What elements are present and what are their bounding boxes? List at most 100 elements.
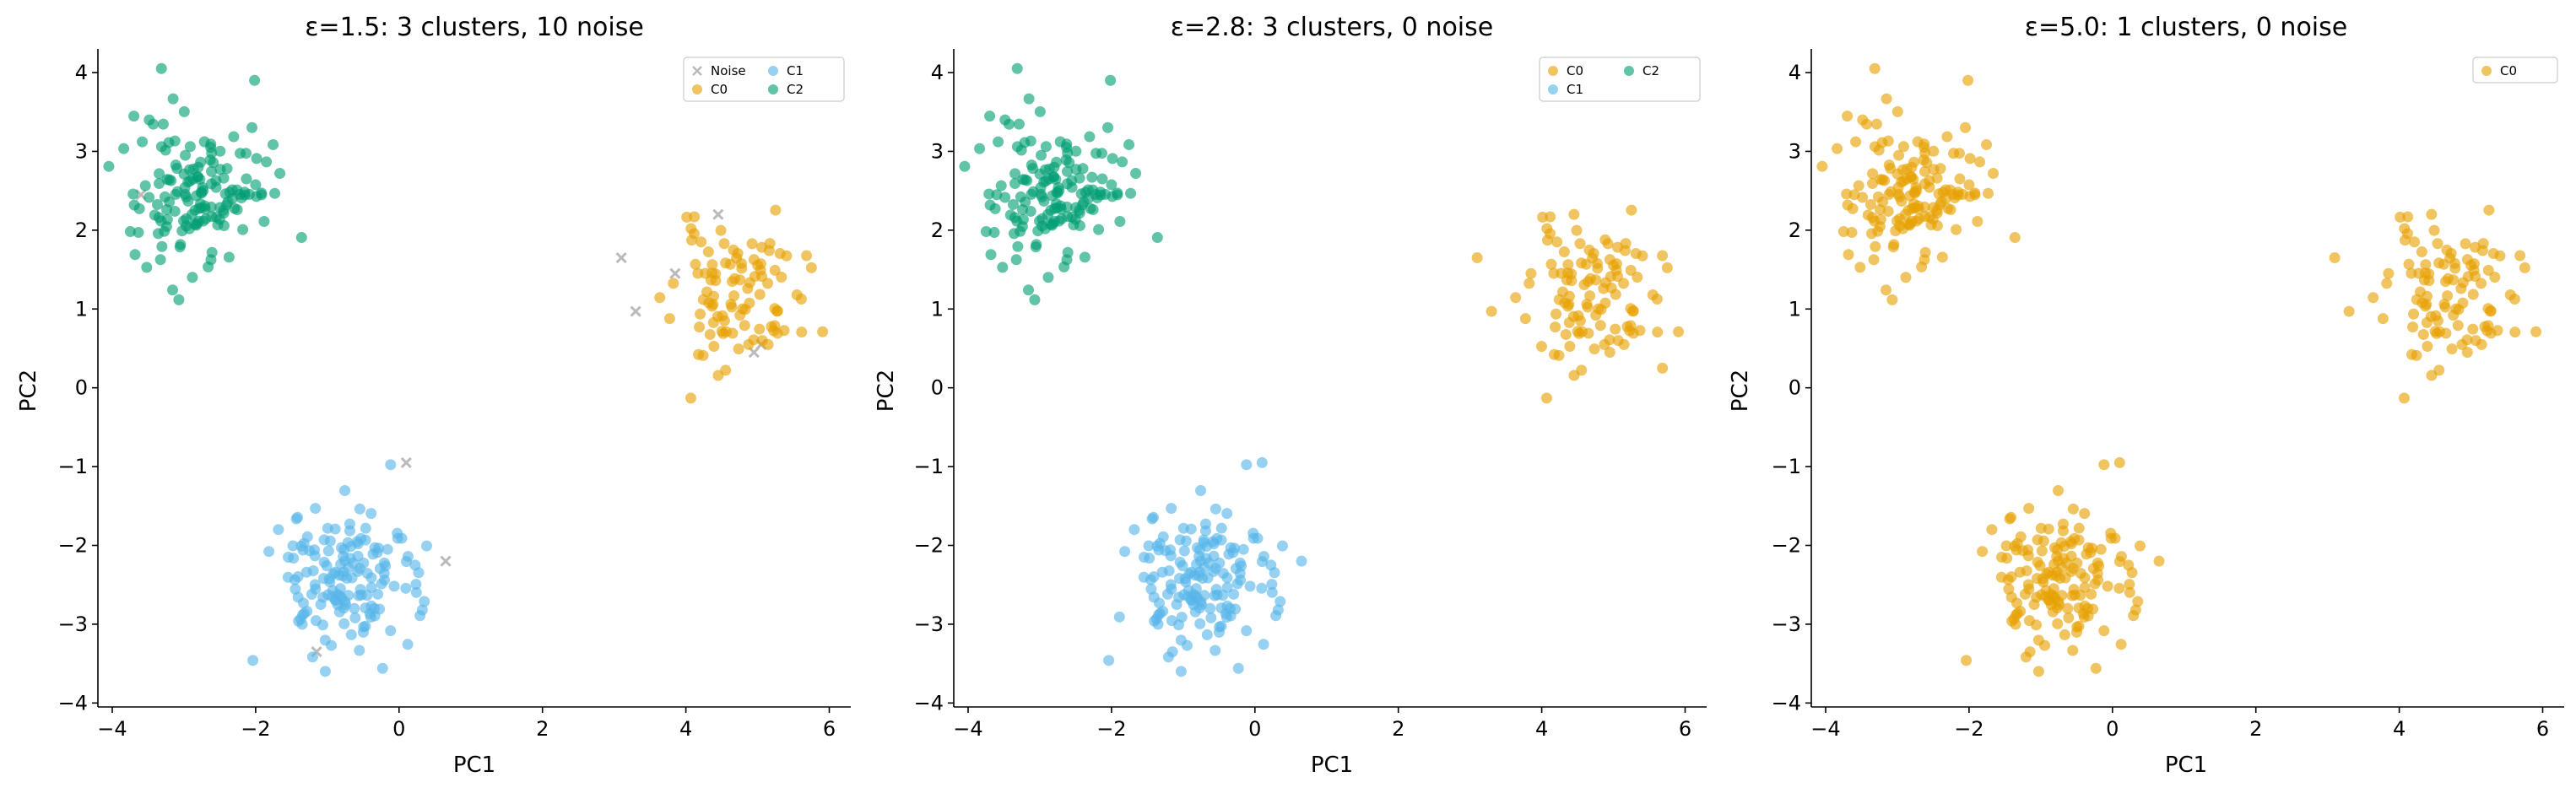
panel-1-legend-marker: [692, 66, 702, 76]
panel-1-series-c1: [247, 459, 432, 677]
panel-1-point-c1: [324, 535, 336, 547]
panel-2-point-c2: [1009, 178, 1021, 190]
panel-3-point-c0: [2444, 252, 2456, 264]
panel-1-point-c2: [133, 227, 144, 239]
panel-3-point-c0: [2077, 607, 2089, 619]
panel-3-point-c0: [2381, 278, 2393, 289]
panel-2-point-c1: [1223, 548, 1235, 560]
panel-2-point-c2: [1096, 173, 1108, 185]
panel-2-point-c0: [1610, 323, 1621, 335]
panel-1-plot-area: −4 −2 0 2 4 6 −4 −3 −2 −1 0 1 2 3 4 Noise C0 C1 C2: [58, 49, 851, 741]
panel-3-ytick-label: 1: [1789, 297, 1801, 321]
panel-1-point-c0: [720, 364, 732, 376]
panel-1-point-c1: [419, 596, 430, 607]
panel-3-point-c0: [2425, 310, 2437, 322]
panel-2-ytick-label: 0: [931, 376, 944, 400]
panel-2-point-c0: [1560, 328, 1572, 340]
panel-2-point-c2: [1053, 181, 1064, 193]
panel-2-point-c0: [1535, 341, 1547, 353]
panel-2-ytick-label: −4: [914, 691, 944, 715]
panel-3-point-c0: [2124, 586, 2135, 598]
panel-2-point-c1: [1266, 579, 1278, 591]
panel-2-point-c0: [1578, 279, 1590, 291]
panel-2-point-c1: [1234, 557, 1246, 569]
panel-1-point-c2: [250, 179, 262, 191]
panel-3-point-c0: [2461, 347, 2473, 359]
panel-2-point-c1: [1153, 597, 1165, 609]
panel-3-point-c0: [1972, 215, 1983, 227]
panel-2-point-c2: [1034, 105, 1046, 117]
panel-1-ytick-label: 3: [75, 139, 88, 163]
panel-1-point-c1: [378, 557, 390, 569]
panel-1-point-c1: [307, 565, 319, 577]
panel-1-point-c2: [170, 188, 181, 200]
panel-1-xtick-label: −4: [97, 717, 127, 741]
panel-3-point-c0: [2489, 271, 2501, 283]
panel-1-point-c1: [385, 459, 397, 471]
panel-2-point-c2: [1106, 179, 1118, 191]
panel-2-point-c0: [1657, 362, 1669, 374]
panel-2-point-c2: [997, 262, 1009, 273]
panel-1-point-c2: [246, 121, 258, 133]
panel-2-point-c1: [1161, 588, 1173, 600]
panel-2-point-c1: [1165, 579, 1177, 591]
panel-2-point-c0: [1550, 308, 1562, 320]
panel-3-point-c0: [2113, 456, 2125, 468]
panel-2-point-c2: [1040, 141, 1052, 153]
panel-3-point-c0: [1986, 524, 1998, 536]
panel-1-point-c2: [187, 272, 198, 283]
panel-3-point-c0: [1996, 552, 2008, 564]
panel-3-point-c0: [1931, 204, 1943, 216]
panel-2-point-c0: [1510, 292, 1522, 304]
panel-1-point-c2: [160, 220, 172, 232]
panel-3-title: ε=5.0: 1 clusters, 0 noise: [2025, 13, 2347, 42]
panel-2-point-c0: [1594, 320, 1606, 332]
panel-3-point-c0: [2514, 250, 2526, 262]
panel-3-legend-marker: [2481, 66, 2492, 76]
panel-3-point-c0: [2073, 522, 2085, 534]
panel-2-point-c2: [1090, 148, 1102, 159]
panel-3-point-c0: [2132, 596, 2144, 607]
panel-2-point-c1: [1266, 586, 1278, 598]
panel-3-point-c0: [2467, 289, 2479, 300]
panel-3-point-c0: [1924, 175, 1935, 186]
panel-3-point-c0: [1948, 148, 1960, 159]
panel-1-point-c0: [708, 290, 720, 302]
panel-1-point-c1: [290, 583, 301, 595]
panel-1-point-c2: [180, 149, 192, 161]
panel-3-point-c0: [2038, 576, 2049, 588]
panel-1-point-c0: [817, 326, 829, 337]
panel-2-point-c2: [1016, 220, 1028, 232]
panel-3-point-c0: [1919, 165, 1931, 177]
panel-1-noise-point: [400, 456, 412, 468]
panel-3-point-c0: [2092, 557, 2103, 569]
panel-1-point-c1: [410, 586, 422, 598]
panel-2-point-c2: [995, 180, 1007, 192]
panel-3-point-c0: [1900, 272, 1912, 283]
panel-1-point-c2: [261, 156, 273, 168]
panel-1-point-c2: [210, 175, 222, 186]
panel-2-point-c1: [1276, 540, 1288, 552]
panel-1-point-c0: [801, 250, 813, 262]
panel-1-point-c2: [149, 209, 160, 221]
panel-1-point-c2: [268, 138, 279, 150]
panel-3-series-c0: [2329, 204, 2542, 404]
panel-3-point-c0: [2041, 568, 2053, 580]
panel-1-point-c2: [214, 145, 226, 157]
panel-2-point-c1: [1198, 534, 1210, 546]
panel-1-point-c1: [283, 552, 295, 564]
panel-1-point-c2: [218, 220, 230, 232]
panel-2-point-c2: [1036, 220, 1048, 232]
panel-3-point-c0: [1962, 74, 1974, 86]
panel-3-point-c0: [2134, 540, 2146, 552]
panel-2-point-c0: [1548, 267, 1560, 279]
panel-1-point-c2: [187, 173, 199, 185]
panel-1-ylabel: PC2: [16, 370, 41, 412]
panel-1-point-c1: [282, 571, 294, 583]
panel-1-point-c0: [754, 323, 766, 335]
panel-3-point-c0: [1894, 192, 1906, 203]
panel-3-point-c0: [2003, 583, 2015, 595]
panel-2-point-c0: [1545, 211, 1556, 223]
panel-1-point-c1: [309, 579, 321, 591]
